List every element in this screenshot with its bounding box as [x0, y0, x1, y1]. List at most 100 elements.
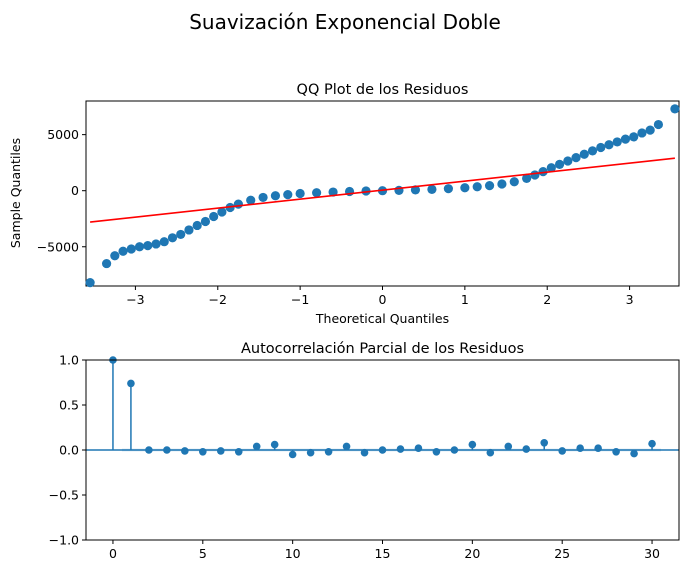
qq-point [571, 153, 581, 163]
qq-point [209, 211, 219, 222]
qq-point [460, 183, 470, 193]
qq-point [312, 188, 322, 198]
pacf-point [504, 442, 513, 451]
qq-point [200, 216, 211, 227]
pacf-plot-ticks: 0 5 10 15 20 25 30 −1.0 −0.5 0.0 0.5 1.0 [49, 353, 660, 562]
pacf-xtick-label: 30 [644, 546, 660, 561]
qq-plot-ylabel: Sample Quantiles [8, 138, 23, 248]
qq-point [143, 241, 153, 251]
qq-xtick-label: 3 [626, 292, 634, 307]
qq-point [472, 182, 482, 192]
qq-plot-xlabel: Theoretical Quantiles [315, 311, 449, 326]
qq-xtick-label: 1 [461, 292, 469, 307]
qq-point [217, 207, 227, 217]
qq-point [110, 251, 120, 261]
pacf-point [270, 440, 279, 449]
pacf-point [324, 448, 333, 456]
qq-plot-title: QQ Plot de los Residuos [297, 82, 469, 98]
qq-point [620, 134, 631, 144]
pacf-ytick-label: −0.5 [49, 488, 79, 503]
pacf-plot: Autocorrelación Parcial de los Residuos … [49, 341, 680, 562]
qq-xtick-label: −3 [126, 292, 144, 307]
qq-ytick-label: 5000 [47, 127, 79, 142]
qq-point [258, 192, 268, 203]
qq-point [596, 142, 606, 153]
qq-point [563, 156, 573, 166]
qq-point [653, 119, 664, 130]
pacf-point [540, 439, 549, 447]
qq-point [394, 185, 404, 195]
pacf-point [145, 446, 153, 454]
pacf-point [288, 450, 297, 459]
pacf-point [378, 446, 387, 454]
qq-point [497, 179, 507, 189]
pacf-point [234, 448, 243, 456]
qq-point [233, 199, 243, 209]
qq-point [546, 163, 556, 173]
pacf-point [199, 448, 207, 456]
pacf-point [396, 445, 405, 453]
pacf-point [127, 379, 135, 388]
pacf-xtick-label: 15 [375, 546, 391, 561]
qq-xtick-label: 0 [379, 292, 387, 307]
qq-point [126, 244, 136, 254]
pacf-ytick-label: 0.0 [59, 443, 79, 458]
qq-point [637, 128, 647, 138]
pacf-xtick-label: 5 [199, 546, 207, 561]
qq-point [85, 278, 95, 288]
qq-point [151, 239, 161, 249]
qq-point [167, 233, 178, 243]
pacf-xtick-label: 25 [554, 546, 570, 561]
qq-point [443, 184, 453, 194]
pacf-point [558, 447, 566, 455]
qq-xtick-label: −2 [209, 292, 227, 307]
pacf-point [432, 448, 441, 456]
qq-point [629, 132, 639, 142]
qq-point [554, 159, 565, 169]
pacf-point [450, 446, 459, 454]
qq-ytick-label: −5000 [37, 239, 79, 254]
qq-point [427, 184, 437, 194]
pacf-ytick-label: −1.0 [49, 533, 79, 548]
pacf-point [181, 447, 189, 455]
qq-point [283, 190, 293, 200]
qq-point [645, 125, 655, 135]
qq-point [192, 220, 202, 231]
pacf-point [414, 444, 423, 453]
pacf-point [486, 448, 495, 457]
pacf-point [306, 448, 315, 457]
qq-point [361, 186, 371, 196]
qq-point [328, 187, 338, 197]
qq-plot-marks [85, 104, 680, 288]
pacf-point [342, 442, 351, 451]
qq-point [134, 242, 145, 252]
figure-title: Suavización Exponencial Doble [189, 10, 501, 34]
qq-point [579, 149, 589, 159]
qq-ytick-label: 0 [71, 183, 79, 198]
pacf-point [648, 439, 656, 448]
pacf-point [468, 440, 477, 449]
qq-point [101, 258, 112, 269]
qq-reference-line [90, 157, 675, 223]
qq-point [530, 170, 540, 180]
qq-point [270, 191, 281, 201]
qq-point [295, 188, 305, 199]
pacf-point [576, 444, 584, 453]
pacf-ytick-label: 1.0 [59, 353, 79, 368]
qq-point [118, 246, 128, 256]
pacf-point [252, 442, 261, 451]
pacf-point [630, 449, 638, 458]
pacf-point [163, 446, 171, 454]
qq-point [538, 167, 548, 177]
pacf-plot-marks [86, 356, 679, 459]
qq-xtick-label: −1 [291, 292, 309, 307]
qq-point [184, 225, 194, 235]
qq-point [410, 185, 421, 195]
pacf-point [360, 448, 369, 457]
qq-plot-ticks: −3 −2 −1 0 1 2 3 −5000 0 5000 [37, 127, 634, 307]
pacf-xtick-label: 0 [109, 546, 117, 561]
qq-point [246, 195, 256, 205]
qq-xtick-label: 2 [543, 292, 551, 307]
pacf-xtick-label: 20 [464, 546, 480, 561]
